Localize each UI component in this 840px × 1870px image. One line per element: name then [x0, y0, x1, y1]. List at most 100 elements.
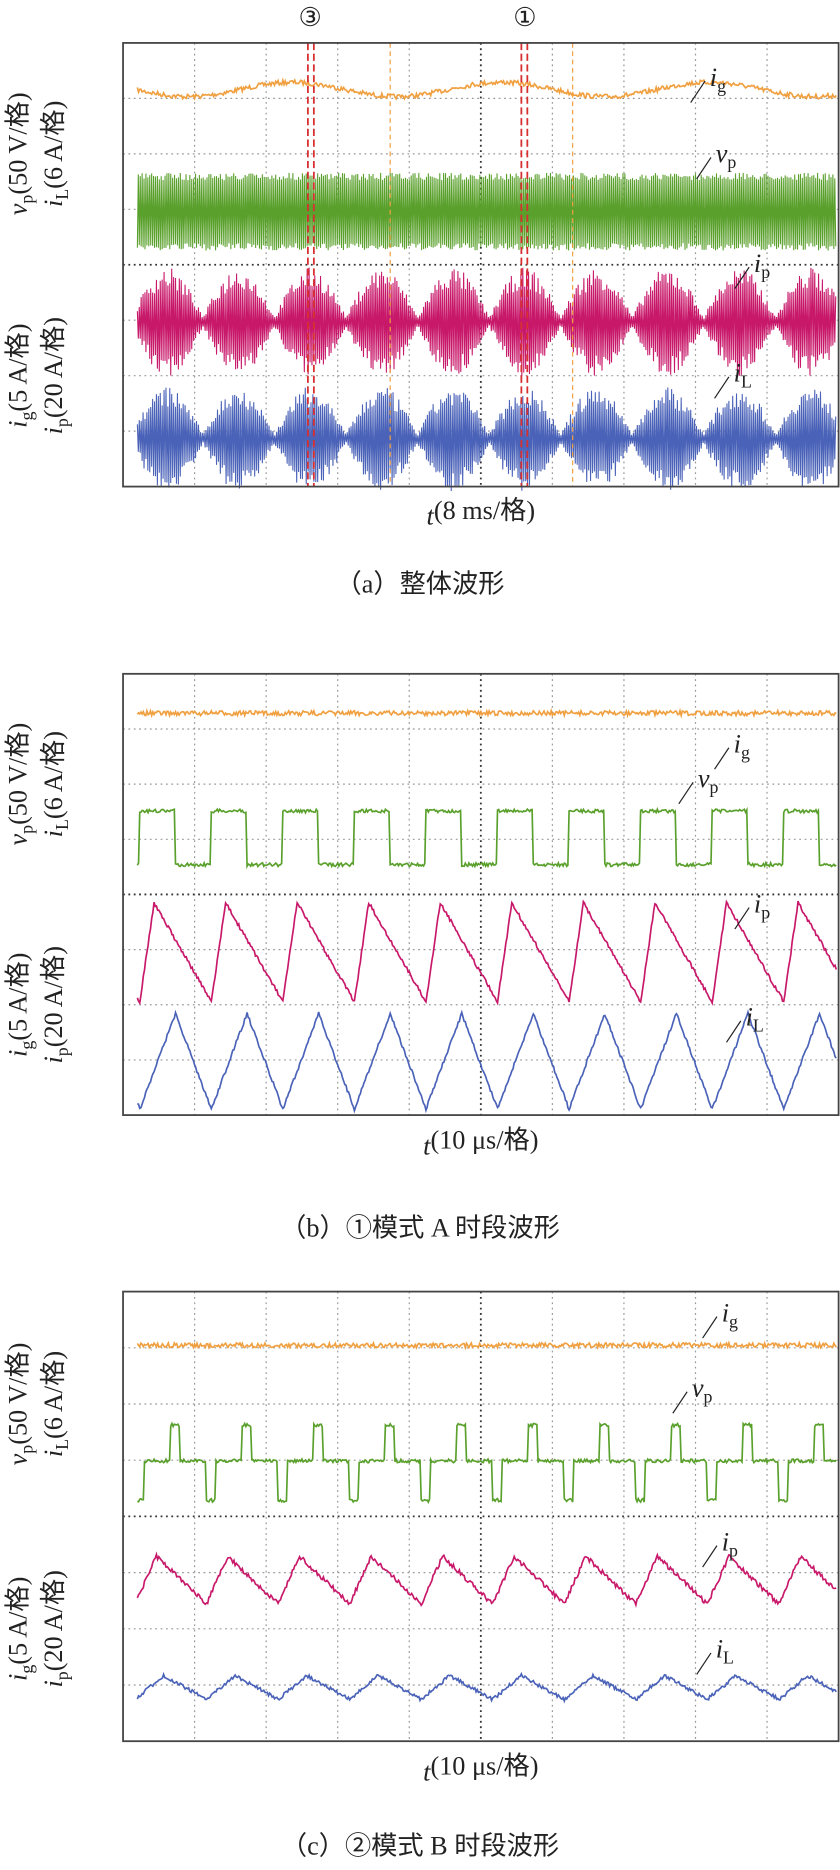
- waveform: [136, 172, 837, 251]
- leader-line: [702, 1545, 718, 1568]
- unit: (20 A/格): [39, 1570, 68, 1671]
- leader-line: [734, 266, 750, 289]
- unit: (6 A/格): [39, 101, 68, 189]
- leader-line: [714, 376, 730, 399]
- signal-label: iL: [734, 359, 752, 392]
- subscript: p: [52, 1671, 72, 1680]
- caption: （b）①模式 A 时段波形: [280, 1214, 560, 1243]
- subscript: p: [16, 825, 36, 834]
- axis-label: iL(6 A/格): [39, 1351, 72, 1457]
- subscript: g: [729, 1311, 738, 1331]
- subscript: p: [704, 1387, 713, 1407]
- signal-label: vp: [698, 764, 719, 797]
- plot-frame: [122, 1290, 840, 1743]
- unit: (20 A/格): [39, 946, 68, 1047]
- time-axis-label: t(10 μs/格): [423, 1125, 538, 1160]
- subscript: g: [741, 742, 750, 762]
- subscript: L: [52, 189, 72, 200]
- unit: (50 V/格): [3, 92, 32, 194]
- signal-label: vp: [692, 1374, 713, 1407]
- leader-line: [690, 80, 706, 103]
- symbol: t: [423, 1758, 431, 1787]
- waveform: [136, 707, 837, 719]
- caption: （c）②模式 B 时段波形: [281, 1831, 559, 1860]
- waveform: [136, 1671, 837, 1704]
- symbol: i: [710, 63, 717, 92]
- axis-label: iL(6 A/格): [39, 101, 72, 207]
- leader-line: [672, 1391, 688, 1414]
- signal-label: iL: [716, 1635, 734, 1668]
- signal-label: ip: [754, 249, 770, 282]
- leader-line: [696, 157, 712, 180]
- leader-line: [714, 747, 730, 770]
- axis-label: vp(50 V/格): [3, 1343, 36, 1466]
- symbol: i: [39, 1680, 68, 1687]
- subscript: p: [727, 152, 736, 172]
- waveform: [136, 899, 838, 1006]
- axis-label: ig(5 A/格): [3, 323, 36, 427]
- unit: (5 A/格): [3, 1577, 32, 1665]
- unit: (20 A/格): [39, 317, 68, 418]
- symbol: i: [39, 200, 68, 207]
- plot-frame: [122, 42, 840, 488]
- leader-line: [702, 1316, 718, 1339]
- axis-label: ig(5 A/格): [3, 1577, 36, 1681]
- symbol: v: [692, 1374, 704, 1403]
- subscript: g: [16, 1665, 36, 1674]
- plot-frame: [122, 672, 840, 1116]
- unit: (10 μs/格): [430, 1125, 538, 1154]
- unit: (6 A/格): [39, 731, 68, 819]
- symbol: i: [39, 427, 68, 434]
- subscript: L: [52, 1439, 72, 1450]
- axis-label: ip(20 A/格): [39, 317, 72, 434]
- symbol: i: [754, 889, 761, 918]
- symbol: i: [734, 730, 741, 759]
- caption: （a）整体波形: [336, 570, 505, 599]
- subscript: g: [16, 412, 36, 421]
- symbol: i: [39, 830, 68, 837]
- subscript: g: [717, 76, 726, 96]
- signal-label: ig: [710, 63, 726, 96]
- signal-label: iL: [746, 1003, 764, 1036]
- axis-label: ig(5 A/格): [3, 953, 36, 1057]
- waveform: [136, 267, 837, 377]
- time-axis-label: t(8 ms/格): [427, 496, 536, 531]
- symbol: i: [754, 249, 761, 278]
- unit: (50 V/格): [3, 1343, 32, 1445]
- symbol: i: [39, 1450, 68, 1457]
- symbol: i: [722, 1298, 729, 1327]
- unit: (8 ms/格): [434, 496, 535, 525]
- waveform: [136, 806, 837, 870]
- subscript: L: [723, 1648, 734, 1668]
- subscript: p: [761, 902, 770, 922]
- subscript: p: [761, 262, 770, 282]
- unit: (10 μs/格): [430, 1752, 538, 1781]
- subscript: p: [52, 1047, 72, 1056]
- waveform: [136, 1009, 837, 1114]
- subscript: p: [16, 195, 36, 204]
- unit: (6 A/格): [39, 1351, 68, 1439]
- subscript: L: [52, 819, 72, 830]
- symbol: v: [698, 764, 710, 793]
- axis-label: ip(20 A/格): [39, 1570, 72, 1687]
- subscript: g: [16, 1041, 36, 1050]
- waveform: [136, 1340, 837, 1351]
- signal-label: ig: [722, 1298, 738, 1331]
- unit: (5 A/格): [3, 953, 32, 1041]
- signal-label: ip: [754, 889, 770, 922]
- symbol: v: [3, 203, 32, 215]
- waveform: [136, 1551, 837, 1609]
- symbol: v: [716, 139, 728, 168]
- symbol: v: [3, 1453, 32, 1465]
- time-axis-label: t(10 μs/格): [423, 1752, 538, 1787]
- symbol: i: [3, 421, 32, 428]
- symbol: i: [716, 1635, 723, 1664]
- symbol: t: [427, 502, 435, 531]
- symbol: v: [3, 834, 32, 846]
- signal-label: ig: [734, 730, 750, 763]
- leader-line: [726, 1020, 742, 1043]
- subscript: p: [710, 777, 719, 797]
- symbol: i: [722, 1527, 729, 1556]
- marker-label: ①: [513, 3, 537, 32]
